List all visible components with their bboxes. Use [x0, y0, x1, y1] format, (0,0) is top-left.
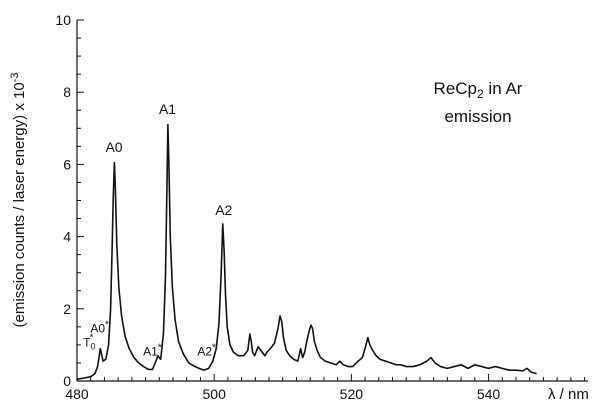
y-tick-label: 6 — [63, 156, 71, 172]
peak-label: A2 — [215, 202, 232, 218]
annotation-line-2: emission — [444, 107, 511, 126]
peak-label: A0 — [105, 139, 122, 155]
peak-label: A1* — [143, 343, 162, 359]
x-tick-label: 500 — [203, 386, 227, 402]
annotation-layer: ReCp2 in Ar emission — [434, 79, 523, 126]
y-axis-title-main: (emission counts / laser energy) x 10 — [11, 82, 28, 327]
annotation-line-1: ReCp2 in Ar — [434, 79, 523, 101]
peak-label: A1 — [159, 101, 176, 117]
peak-label: A2* — [197, 343, 216, 359]
axes-layer: 480 500 520 540 0 2 4 6 8 10 — [55, 12, 588, 402]
label-layer: A0 A1 A2 A0* A1* A2* T0* — [83, 101, 232, 359]
y-tick-label: 2 — [63, 301, 71, 317]
annotation-rest: in Ar — [484, 79, 523, 98]
x-tick-label: 540 — [477, 386, 501, 402]
y-tick-label: 4 — [63, 229, 71, 245]
y-axis-title-exponent: -3 — [9, 73, 21, 83]
peak-label: T0* — [83, 333, 95, 352]
x-tick-label: 520 — [340, 386, 364, 402]
y-tick-label: 8 — [63, 84, 71, 100]
x-axis-title: λ / nm — [548, 386, 589, 403]
emission-spectrum-line — [76, 123, 537, 380]
series-layer — [76, 123, 537, 380]
y-tick-label: 10 — [55, 12, 71, 28]
y-axis-title: (emission counts / laser energy) x 10-3 — [9, 73, 28, 328]
y-tick-label: 0 — [63, 373, 71, 389]
peak-label: A0* — [90, 319, 109, 335]
axis-titles: λ / nm (emission counts / laser energy) … — [9, 73, 589, 403]
x-tick-label: 480 — [65, 386, 89, 402]
annotation-subscript: 2 — [477, 87, 484, 101]
